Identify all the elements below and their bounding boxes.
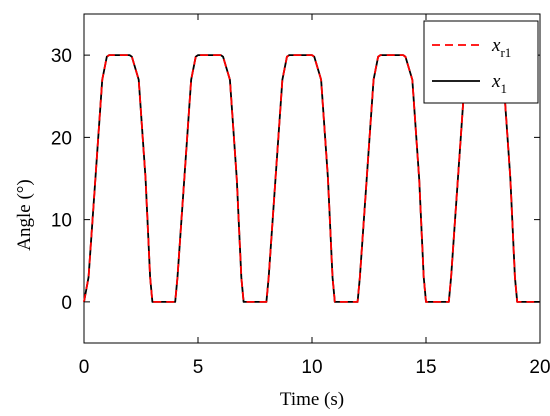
y-tick-label: 10 — [51, 211, 72, 232]
x-tick-label: 15 — [415, 357, 436, 378]
axis-ticks: 0 5 10 15 20 0 10 20 30 — [51, 14, 550, 378]
x-tick-label: 5 — [193, 357, 204, 378]
x-tick-label: 0 — [79, 357, 90, 378]
y-tick-label: 20 — [51, 128, 72, 149]
x-tick-label: 10 — [301, 357, 322, 378]
x-axis-label: Time (s) — [280, 389, 344, 410]
y-axis-label: Angle (°) — [14, 179, 35, 250]
y-tick-label: 0 — [61, 293, 72, 314]
legend-label-main: x — [491, 35, 501, 56]
legend-label-x_r1: xr1 — [491, 35, 511, 60]
legend-box — [423, 20, 539, 104]
series-line-x_r1 — [83, 54, 540, 303]
y-tick-label: 30 — [51, 46, 72, 67]
legend-label-sub: 1 — [500, 81, 507, 96]
legend-label-x_1: x1 — [491, 71, 507, 96]
x-tick-label: 20 — [529, 357, 550, 378]
legend-label-main: x — [491, 71, 501, 92]
legend-label-sub: r1 — [500, 45, 511, 60]
